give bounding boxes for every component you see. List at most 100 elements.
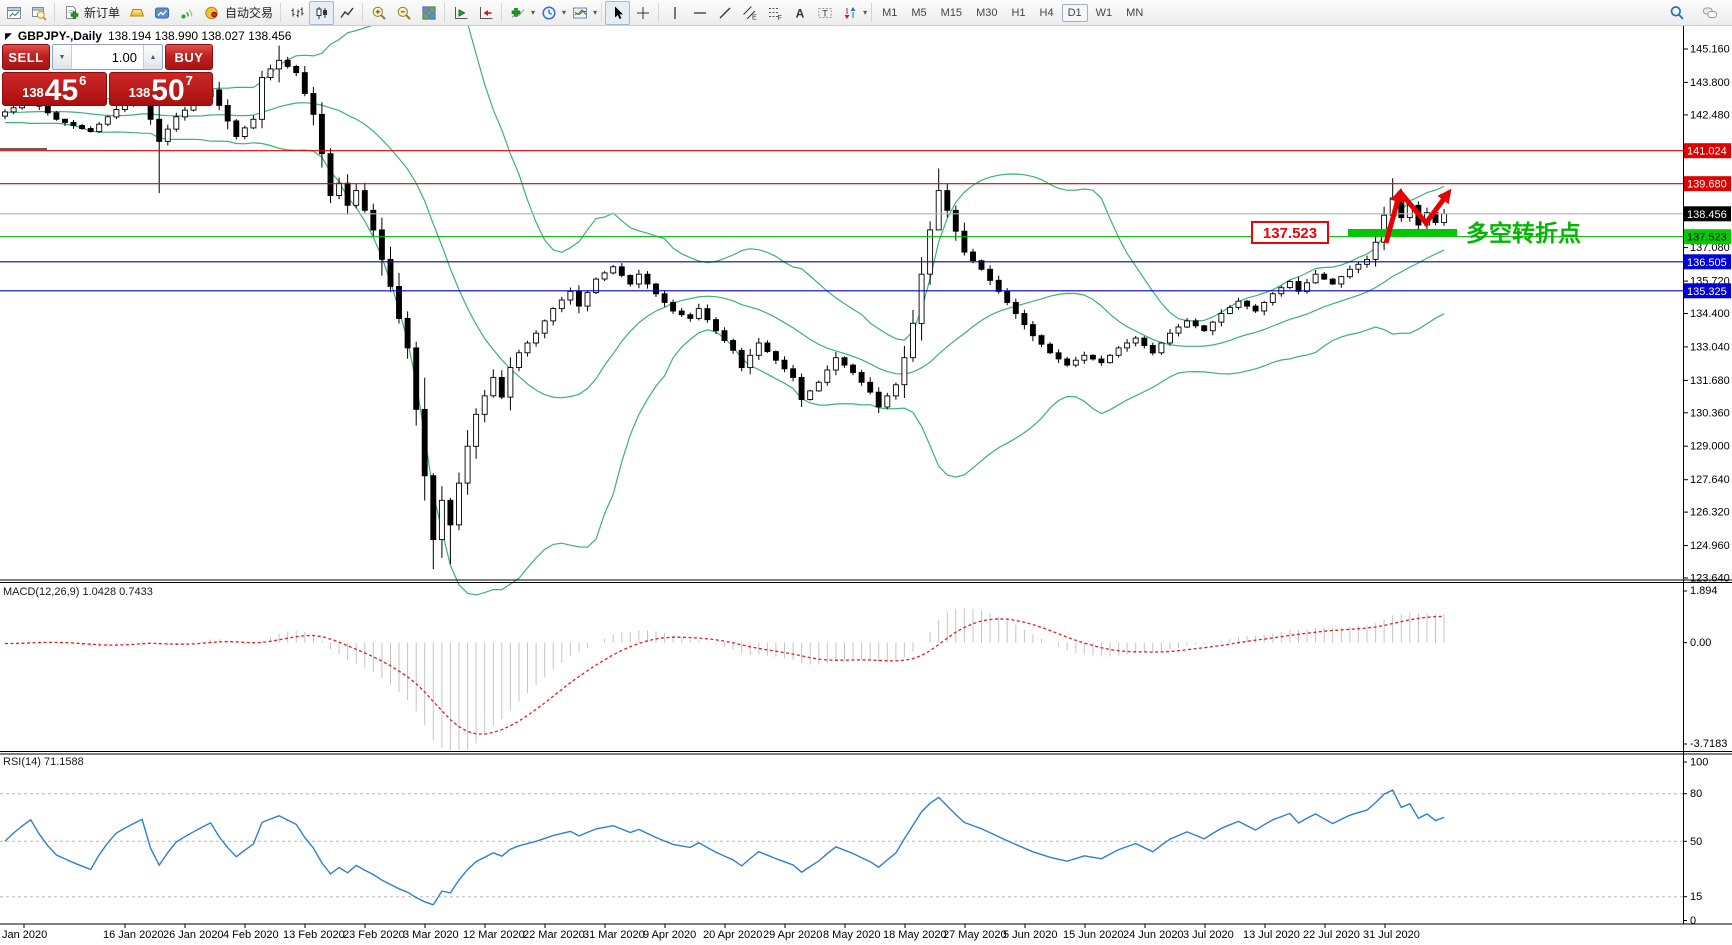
svg-text:137.523: 137.523: [1263, 225, 1317, 242]
buy-price-pip: 7: [185, 73, 193, 88]
price-badge-135.325: 135.325: [1684, 283, 1731, 299]
timeframe-M5-button[interactable]: M5: [911, 6, 927, 19]
macd-indicator-label: MACD(12,26,9) 1.0428 0.7433: [3, 586, 153, 598]
sell-price-big: 45: [44, 73, 79, 107]
timeframe-M15-button[interactable]: M15: [940, 6, 963, 19]
chart-window[interactable]: 145.160 143.800 142.480 137.080 135.720 134.4…: [0, 26, 1732, 945]
toolbar-separator: [280, 3, 282, 22]
toolbar-terminal-button[interactable]: [149, 1, 174, 25]
date-axis[interactable]: Jan 2020 16 Jan 2020 26 Jan 2020 4 Feb 2020…: [2, 924, 1420, 941]
svg-text:124.960: 124.960: [1690, 540, 1730, 552]
toolbar-hline-button[interactable]: [687, 1, 712, 25]
pane-dividers[interactable]: [0, 579, 1732, 755]
chart-title: ◤ GBPJPY-,Daily 138.194 138.990 138.027 …: [5, 29, 291, 43]
dropdown-caret-icon[interactable]: ▾: [531, 8, 536, 17]
price-badge-138.456: 138.456: [1684, 206, 1731, 222]
price-badge-139.680: 139.680: [1684, 176, 1731, 192]
svg-text:137.523: 137.523: [1687, 232, 1727, 244]
macd-scale[interactable]: 1.894 0.00 -3.7183: [1683, 585, 1728, 750]
toolbar-auto-scroll-button[interactable]: [448, 1, 473, 25]
candlesticks[interactable]: [2, 45, 1448, 570]
buy-button[interactable]: BUY: [165, 44, 213, 70]
timeframe-M1-button[interactable]: M1: [882, 6, 898, 19]
toolbar-tile-windows-button[interactable]: [416, 1, 441, 25]
svg-text:9 Apr 2020: 9 Apr 2020: [643, 929, 696, 941]
toolbar-chart-shift-button[interactable]: [473, 1, 498, 25]
toolbar-trendline-button[interactable]: [712, 1, 737, 25]
zigzag-arrow[interactable]: [1383, 188, 1452, 244]
profile-icon: [31, 5, 47, 21]
toolbar-profile-button[interactable]: [26, 1, 51, 25]
toolbar-zoom-in-button[interactable]: [366, 1, 391, 25]
svg-text:131.680: 131.680: [1690, 375, 1730, 387]
svg-text:31 Mar 2020: 31 Mar 2020: [583, 929, 645, 941]
dropdown-caret-icon[interactable]: ▾: [863, 8, 868, 17]
annotation-note-text[interactable]: 多空转折点: [1466, 220, 1581, 246]
toolbar-bars-button[interactable]: [284, 1, 309, 25]
rsi-scale[interactable]: 100 80 50 15 0: [1683, 757, 1709, 928]
timeframe-H4-button[interactable]: H4: [1039, 6, 1054, 19]
toolbar-indicators-button[interactable]: [505, 1, 530, 25]
toolbar-new-order-button[interactable]: [58, 1, 83, 25]
collapse-arrow-icon[interactable]: ◤: [5, 30, 12, 41]
toolbar-periods-button[interactable]: [536, 1, 561, 25]
support-zone-bar[interactable]: [1348, 229, 1457, 236]
toolbar-new-order-label[interactable]: 新订单: [84, 6, 121, 20]
timeframe-W1-button[interactable]: W1: [1095, 6, 1113, 19]
sell-price-button[interactable]: 138 45 6: [2, 72, 107, 106]
toolbar-crosshair-button[interactable]: [630, 1, 655, 25]
buy-price-button[interactable]: 138 50 7: [108, 72, 213, 106]
toolbar-templates-button[interactable]: [567, 1, 592, 25]
svg-text:16 Jan 2020: 16 Jan 2020: [103, 929, 164, 941]
volume-spinner: ▼ 1.00 ▲: [52, 44, 163, 70]
toolbar-ingot-button[interactable]: [124, 1, 149, 25]
toolbar-text-button[interactable]: A: [787, 1, 812, 25]
toolbar-fibonacci-button[interactable]: F: [762, 1, 787, 25]
text-label-icon: T: [817, 5, 833, 21]
sell-button[interactable]: SELL: [2, 44, 50, 70]
toolbar-arrows-button[interactable]: [837, 1, 862, 25]
toolbar-autotrading-label[interactable]: 自动交易: [225, 6, 274, 20]
price-badge-137.523: 137.523: [1684, 229, 1731, 245]
bollinger-middle-band: [4, 102, 1445, 399]
toolbar-signal-button[interactable]: [174, 1, 199, 25]
volume-decrease-button[interactable]: ▼: [53, 45, 72, 69]
price-scale[interactable]: 145.160143.800142.480137.080135.720134.4…: [1683, 44, 1730, 585]
svg-text:138.456: 138.456: [1687, 209, 1727, 221]
line-chart-icon: [339, 5, 355, 21]
toolbar: 新订单 自动交易 ▾ ▾ ▾ E F A T ▾ M1 M5 M15 M30 H1 H4 D1 W1 MN: [0, 0, 1732, 26]
toolbar-vline-button[interactable]: [662, 1, 687, 25]
toolbar-candles-button[interactable]: [309, 0, 335, 25]
zoom-out-icon: [396, 5, 412, 21]
volume-increase-button[interactable]: ▲: [143, 45, 162, 69]
toolbar-channel-button[interactable]: E: [737, 1, 762, 25]
dropdown-caret-icon[interactable]: ▾: [593, 8, 598, 17]
symbol-timeframe-label: GBPJPY-,Daily: [17, 29, 102, 43]
svg-text:80: 80: [1690, 788, 1702, 800]
price-chart-canvas[interactable]: 145.160143.800142.480137.080135.720134.4…: [0, 26, 1732, 945]
timeframe-M30-button[interactable]: M30: [976, 6, 998, 19]
timeframe-H1-button[interactable]: H1: [1011, 6, 1026, 19]
svg-text:145.160: 145.160: [1690, 44, 1730, 56]
price-annotation-box[interactable]: 137.523: [1251, 221, 1329, 244]
toolbar-search-button[interactable]: [1664, 1, 1689, 25]
toolbar-chat-button[interactable]: [1697, 1, 1722, 25]
timeframe-D1-button[interactable]: D1: [1061, 3, 1088, 22]
volume-input[interactable]: 1.00: [111, 49, 137, 65]
svg-text:135.325: 135.325: [1687, 286, 1727, 298]
price-badge-141.024: 141.024: [1684, 143, 1731, 159]
toolbar-text-label-button[interactable]: T: [812, 1, 837, 25]
ingot-icon: [129, 5, 145, 21]
svg-text:22 Mar 2020: 22 Mar 2020: [523, 929, 585, 941]
dropdown-caret-icon[interactable]: ▾: [562, 8, 567, 17]
toolbar-zoom-out-button[interactable]: [391, 1, 416, 25]
toolbar-line-chart-button[interactable]: [334, 1, 359, 25]
toolbar-autotrading-button[interactable]: [199, 1, 224, 25]
sell-price-pip: 6: [79, 73, 87, 88]
svg-text:100: 100: [1690, 757, 1708, 769]
timeframe-MN-button[interactable]: MN: [1126, 6, 1144, 19]
toolbar-chart-window-button[interactable]: [1, 1, 26, 25]
svg-text:13 Feb 2020: 13 Feb 2020: [283, 929, 345, 941]
toolbar-cursor-button[interactable]: [605, 0, 631, 25]
